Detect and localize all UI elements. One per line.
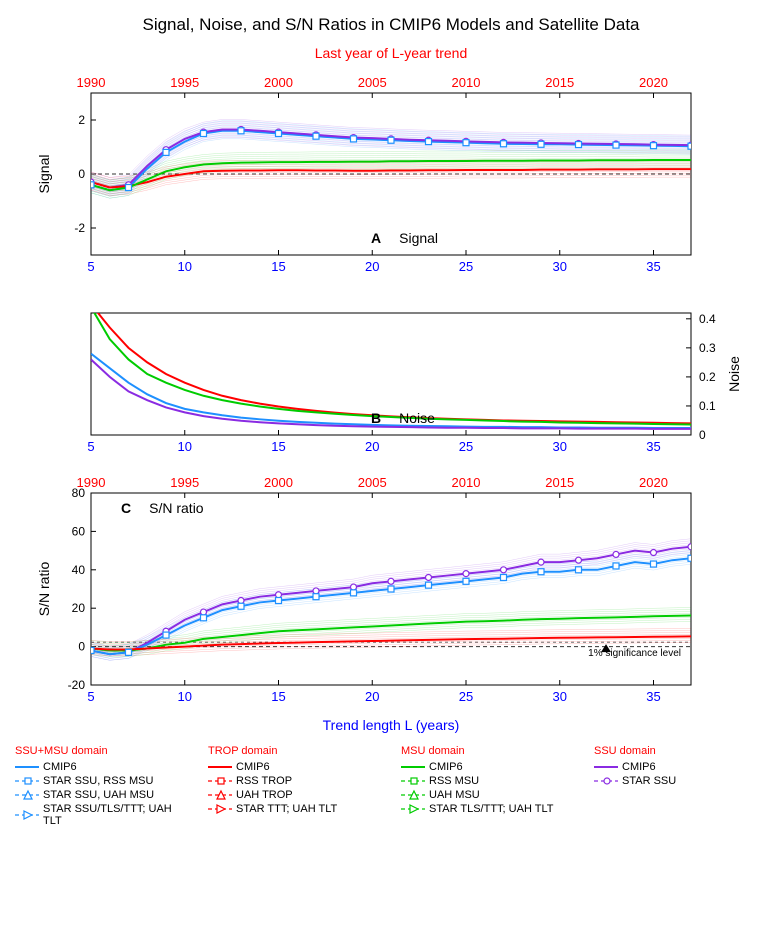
svg-text:Noise: Noise [726, 356, 742, 392]
svg-text:2010: 2010 [452, 75, 481, 90]
legend-label: CMIP6 [429, 761, 463, 773]
legend-header: TROP domain [208, 745, 381, 757]
panel-b-noise: 5 10 15 20 25 30 35 0 0.1 0.2 0.3 0.4 Noise BNoise [31, 283, 751, 463]
legend-item: RSS MSU [401, 775, 574, 787]
panel-c-sn-ratio: 1990199520002005201020152020510152025303… [31, 463, 751, 713]
svg-text:5: 5 [87, 259, 94, 274]
top-axis-label: Last year of L-year trend [31, 45, 751, 61]
legend-label: CMIP6 [622, 761, 656, 773]
svg-text:0: 0 [78, 640, 85, 654]
svg-text:2000: 2000 [264, 75, 293, 90]
legend-item: STAR SSU, RSS MSU [15, 775, 188, 787]
legend-label: UAH MSU [429, 789, 480, 801]
svg-text:30: 30 [553, 439, 567, 454]
svg-text:1995: 1995 [170, 75, 199, 90]
svg-text:10: 10 [178, 439, 192, 454]
svg-text:-2: -2 [74, 221, 85, 235]
svg-text:2005: 2005 [358, 75, 387, 90]
svg-text:80: 80 [72, 486, 86, 500]
svg-text:30: 30 [553, 259, 567, 274]
figure-title: Signal, Noise, and S/N Ratios in CMIP6 M… [15, 15, 767, 35]
svg-text:25: 25 [459, 259, 473, 274]
svg-text:60: 60 [72, 524, 86, 538]
svg-text:1995: 1995 [170, 475, 199, 490]
legend-item: CMIP6 [594, 761, 767, 773]
svg-text:ASignal: ASignal [371, 230, 438, 246]
svg-text:-20: -20 [68, 678, 86, 692]
legend-header: SSU domain [594, 745, 767, 757]
svg-text:0.3: 0.3 [699, 341, 716, 355]
svg-text:20: 20 [365, 439, 379, 454]
svg-text:CS/N ratio: CS/N ratio [121, 500, 204, 516]
legend-label: STAR TLS/TTT; UAH TLT [429, 803, 553, 815]
legend: SSU+MSU domain CMIP6 STAR SSU, RSS MSU STAR… [15, 745, 767, 829]
svg-text:BNoise: BNoise [371, 410, 435, 426]
legend-item: UAH TROP [208, 789, 381, 801]
svg-text:0.2: 0.2 [699, 370, 716, 384]
panel-a-signal: 1990199520002005201020152020510152025303… [31, 63, 751, 283]
legend-label: CMIP6 [236, 761, 270, 773]
svg-text:15: 15 [271, 439, 285, 454]
legend-label: STAR TTT; UAH TLT [236, 803, 337, 815]
legend-item: STAR TLS/TTT; UAH TLT [401, 803, 574, 815]
legend-item: STAR TTT; UAH TLT [208, 803, 381, 815]
legend-item: STAR SSU [594, 775, 767, 787]
svg-text:2015: 2015 [545, 475, 574, 490]
legend-label: STAR SSU/TLS/TTT; UAH TLT [43, 803, 188, 827]
svg-text:0.4: 0.4 [699, 312, 716, 326]
legend-item: UAH MSU [401, 789, 574, 801]
legend-label: STAR SSU [622, 775, 676, 787]
svg-text:0.1: 0.1 [699, 399, 716, 413]
svg-text:35: 35 [646, 439, 660, 454]
legend-label: RSS TROP [236, 775, 292, 787]
svg-text:20: 20 [72, 601, 86, 615]
svg-text:35: 35 [646, 259, 660, 274]
svg-text:40: 40 [72, 563, 86, 577]
legend-label: UAH TROP [236, 789, 293, 801]
svg-text:2005: 2005 [358, 475, 387, 490]
svg-text:1990: 1990 [77, 75, 106, 90]
svg-text:20: 20 [365, 689, 379, 704]
legend-header: MSU domain [401, 745, 574, 757]
svg-text:15: 15 [271, 259, 285, 274]
svg-text:25: 25 [459, 689, 473, 704]
svg-text:2: 2 [78, 113, 85, 127]
svg-text:5: 5 [87, 689, 94, 704]
svg-text:2020: 2020 [639, 75, 668, 90]
svg-text:2010: 2010 [452, 475, 481, 490]
svg-text:35: 35 [646, 689, 660, 704]
svg-text:15: 15 [271, 689, 285, 704]
bottom-axis-label: Trend length L (years) [31, 717, 751, 733]
legend-item: RSS TROP [208, 775, 381, 787]
legend-label: STAR SSU, RSS MSU [43, 775, 153, 787]
legend-item: CMIP6 [208, 761, 381, 773]
svg-text:30: 30 [553, 689, 567, 704]
svg-text:0: 0 [699, 428, 706, 442]
svg-text:2000: 2000 [264, 475, 293, 490]
svg-text:20: 20 [365, 259, 379, 274]
svg-text:2015: 2015 [545, 75, 574, 90]
panels-container: Last year of L-year trend 19901995200020… [31, 45, 751, 733]
svg-text:5: 5 [87, 439, 94, 454]
svg-text:25: 25 [459, 439, 473, 454]
legend-item: STAR SSU/TLS/TTT; UAH TLT [15, 803, 188, 827]
legend-item: CMIP6 [15, 761, 188, 773]
svg-text:10: 10 [178, 689, 192, 704]
legend-label: RSS MSU [429, 775, 479, 787]
svg-text:2020: 2020 [639, 475, 668, 490]
legend-label: STAR SSU, UAH MSU [43, 789, 154, 801]
svg-text:S/N ratio: S/N ratio [36, 562, 52, 617]
legend-item: STAR SSU, UAH MSU [15, 789, 188, 801]
svg-text:Signal: Signal [36, 155, 52, 194]
svg-text:10: 10 [178, 259, 192, 274]
svg-text:0: 0 [78, 167, 85, 181]
legend-label: CMIP6 [43, 761, 77, 773]
legend-item: CMIP6 [401, 761, 574, 773]
legend-header: SSU+MSU domain [15, 745, 188, 757]
svg-text:1% significance level: 1% significance level [588, 648, 681, 659]
